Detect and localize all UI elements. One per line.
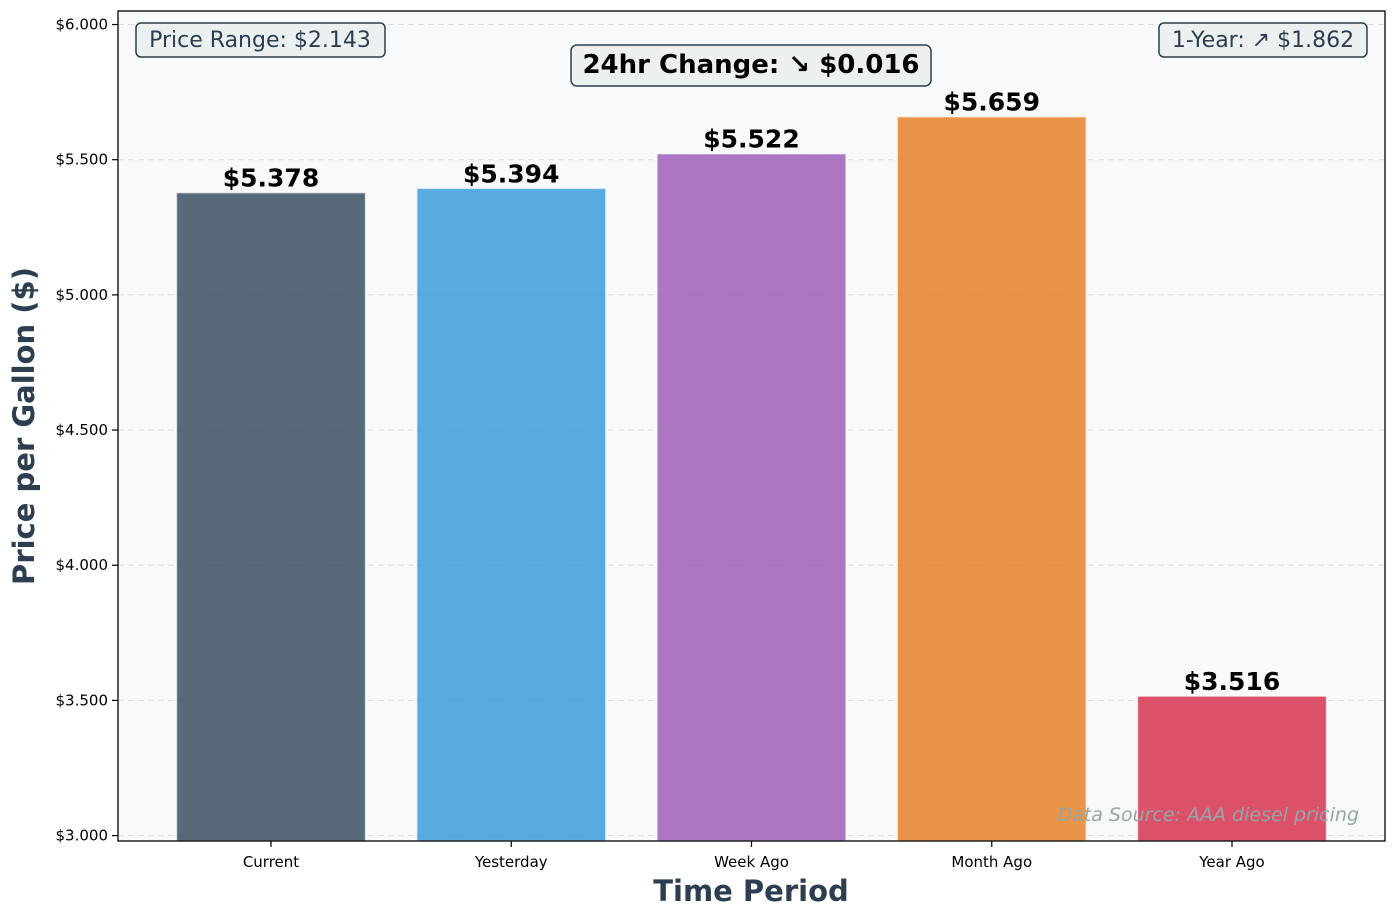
bar-value-labels: $5.378 $5.394 $5.522 $5.659 $3.516 (223, 88, 1280, 696)
x-axis-ticks: Current Yesterday Week Ago Month Ago Year Ag… (243, 841, 1265, 871)
bar-value-label: $3.516 (1184, 667, 1280, 696)
y-tick-label: $4.000 (56, 556, 109, 574)
bar (656, 152, 847, 842)
y-axis-title: Price per Gallon ($) (7, 267, 41, 585)
bar-value-label: $5.659 (944, 88, 1040, 117)
x-tick-label: Yesterday (474, 853, 548, 871)
price-range-text: Price Range: $2.143 (149, 28, 371, 53)
y-axis-ticks: $3.000 $3.500 $4.000 $4.500 $5.000 $5.500 $6.0… (56, 16, 118, 845)
y-tick-label: $3.500 (56, 691, 109, 709)
x-tick-label: Current (243, 853, 299, 871)
bar-value-label: $5.378 (223, 164, 319, 193)
y-tick-label: $4.500 (56, 421, 109, 439)
bar-value-label: $5.394 (463, 159, 559, 188)
one-year-text: 1-Year: ↗ $1.862 (1172, 28, 1354, 53)
x-tick-label: Year Ago (1198, 853, 1265, 871)
x-tick-label: Month Ago (951, 853, 1032, 871)
change-24hr-box: 24hr Change: ↘ $0.016 (570, 44, 932, 87)
y-tick-label: $5.000 (56, 286, 109, 304)
price-range-box: Price Range: $2.143 (135, 22, 386, 58)
y-tick-label: $6.000 (56, 16, 109, 34)
one-year-box: 1-Year: ↗ $1.862 (1158, 22, 1368, 58)
x-tick-label: Week Ago (714, 853, 789, 871)
bar (896, 115, 1087, 842)
data-source-text: Data Source: AAA diesel pricing (1058, 804, 1359, 826)
change-24hr-text: 24hr Change: ↘ $0.016 (582, 50, 919, 80)
x-axis-title: Time Period (653, 874, 849, 908)
bar-value-label: $5.522 (703, 125, 799, 154)
bar (1136, 695, 1328, 842)
bar (175, 191, 367, 842)
bar (416, 187, 607, 842)
y-tick-label: $3.000 (56, 827, 109, 845)
y-tick-label: $5.500 (56, 151, 109, 169)
